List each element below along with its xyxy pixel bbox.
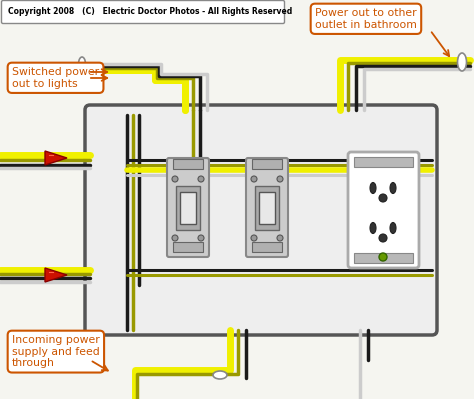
Ellipse shape	[390, 182, 396, 194]
Ellipse shape	[79, 63, 85, 77]
Circle shape	[251, 235, 257, 241]
Circle shape	[277, 176, 283, 182]
Bar	[180, 192, 196, 224]
Text: Power out to other
outlet in bathroom: Power out to other outlet in bathroom	[315, 8, 417, 30]
Bar	[354, 157, 413, 167]
Text: Switched power
out to lights: Switched power out to lights	[12, 67, 99, 89]
FancyBboxPatch shape	[246, 158, 288, 257]
Polygon shape	[45, 151, 67, 165]
Bar	[173, 159, 203, 169]
Circle shape	[379, 194, 387, 202]
FancyBboxPatch shape	[1, 0, 284, 24]
FancyBboxPatch shape	[348, 152, 419, 268]
Ellipse shape	[79, 57, 85, 71]
Circle shape	[379, 234, 387, 242]
Bar	[259, 192, 275, 224]
Bar	[354, 253, 413, 263]
Ellipse shape	[370, 223, 376, 233]
Bar	[255, 186, 279, 230]
Bar	[176, 186, 200, 230]
Circle shape	[172, 235, 178, 241]
Ellipse shape	[370, 182, 376, 194]
Circle shape	[251, 176, 257, 182]
Bar	[173, 242, 203, 252]
Circle shape	[198, 235, 204, 241]
Bar	[252, 242, 282, 252]
Circle shape	[198, 176, 204, 182]
Text: Copyright 2008   (C)   Electric Doctor Photos - All Rights Reserved: Copyright 2008 (C) Electric Doctor Photo…	[8, 8, 292, 16]
Circle shape	[379, 253, 387, 261]
FancyBboxPatch shape	[167, 158, 209, 257]
Circle shape	[277, 235, 283, 241]
FancyBboxPatch shape	[85, 105, 437, 335]
Ellipse shape	[390, 223, 396, 233]
Text: Incoming power
supply and feed
through: Incoming power supply and feed through	[12, 335, 100, 368]
Bar	[252, 159, 282, 169]
Ellipse shape	[213, 371, 227, 379]
Polygon shape	[351, 14, 365, 32]
Circle shape	[172, 176, 178, 182]
Polygon shape	[45, 268, 67, 282]
Ellipse shape	[457, 53, 466, 71]
